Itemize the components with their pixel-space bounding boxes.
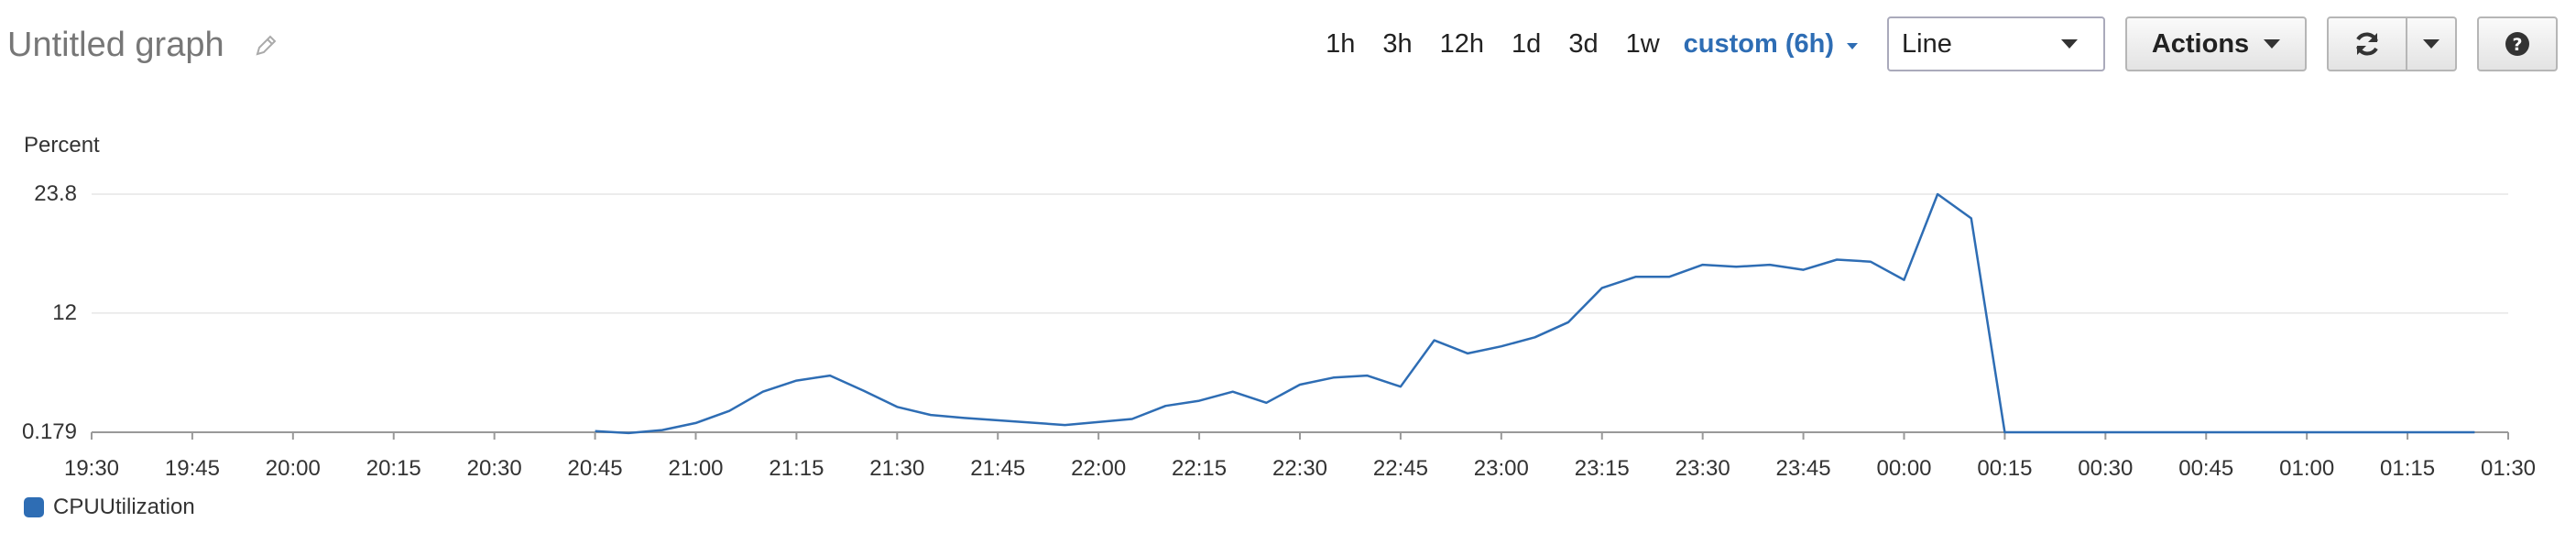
x-tick-label: 00:30 <box>2078 456 2134 481</box>
x-tick-label: 01:15 <box>2380 456 2436 481</box>
actions-label: Actions <box>2151 28 2250 59</box>
x-tick-label: 01:30 <box>2480 456 2537 481</box>
legend: CPUUtilization <box>24 495 195 520</box>
range-3h[interactable]: 3h <box>1382 28 1413 59</box>
x-tick-label: 23:15 <box>1574 456 1630 481</box>
y-tick-label: 12 <box>52 299 77 325</box>
graph-toolbar: 1h 3h 12h 1d 3d 1w custom (6h) Line Acti… <box>1326 15 2558 73</box>
chart-type-select[interactable]: Line <box>1887 16 2105 71</box>
question-icon: ? <box>2505 32 2529 56</box>
x-tick-label: 21:15 <box>769 456 824 481</box>
range-12h[interactable]: 12h <box>1439 28 1485 59</box>
actions-button[interactable]: Actions <box>2125 16 2307 71</box>
y-tick-label: 23.8 <box>34 181 77 206</box>
x-tick-label: 00:45 <box>2178 456 2234 481</box>
caret-down-icon <box>2264 39 2281 49</box>
refresh-icon <box>2356 32 2378 56</box>
range-1w[interactable]: 1w <box>1625 28 1660 59</box>
y-tick-label: 0.179 <box>21 419 77 444</box>
x-tick-label: 23:45 <box>1775 456 1831 481</box>
x-tick-label: 00:00 <box>1876 456 1932 481</box>
range-3d[interactable]: 3d <box>1568 28 1599 59</box>
chevron-down-icon <box>2061 39 2078 49</box>
x-tick-label: 23:30 <box>1675 456 1730 481</box>
y-axis-label: Percent <box>24 133 100 158</box>
graph-title[interactable]: Untitled graph <box>7 26 224 64</box>
x-tick-label: 20:30 <box>466 456 522 481</box>
range-1h[interactable]: 1h <box>1326 28 1356 59</box>
refresh-button-group <box>2327 16 2457 71</box>
x-tick-label: 21:00 <box>668 456 724 481</box>
x-tick-label: 01:00 <box>2279 456 2335 481</box>
x-tick-label: 00:15 <box>1977 456 2033 481</box>
graph-title-area: Untitled graph <box>7 26 279 65</box>
range-1d[interactable]: 1d <box>1512 28 1542 59</box>
x-tick-label: 22:45 <box>1372 456 1428 481</box>
line-chart <box>91 192 2509 440</box>
x-tick-label: 19:30 <box>63 456 120 481</box>
chart-type-value: Line <box>1902 28 1952 59</box>
x-tick-label: 20:45 <box>567 456 623 481</box>
series-line <box>595 192 2475 435</box>
refresh-interval-dropdown[interactable] <box>2407 16 2457 71</box>
caret-down-icon <box>1847 42 1858 49</box>
caret-down-icon <box>2423 39 2440 49</box>
x-tick-label: 19:45 <box>164 456 220 481</box>
x-tick-label: 22:00 <box>1071 456 1127 481</box>
svg-text:?: ? <box>2512 35 2522 55</box>
x-tick-label: 21:45 <box>970 456 1026 481</box>
help-button[interactable]: ? <box>2477 16 2558 71</box>
x-tick-label: 20:00 <box>265 456 321 481</box>
legend-swatch[interactable] <box>24 497 44 517</box>
x-tick-label: 23:00 <box>1473 456 1529 481</box>
x-tick-label: 20:15 <box>366 456 421 481</box>
range-custom[interactable]: custom (6h) <box>1684 29 1858 60</box>
range-custom-label: custom (6h) <box>1683 28 1834 59</box>
x-tick-label: 21:30 <box>869 456 925 481</box>
legend-label[interactable]: CPUUtilization <box>53 495 195 519</box>
x-tick-label: 22:15 <box>1172 456 1228 481</box>
pencil-icon[interactable] <box>252 32 279 60</box>
x-tick-label: 22:30 <box>1272 456 1328 481</box>
refresh-button[interactable] <box>2327 16 2407 71</box>
